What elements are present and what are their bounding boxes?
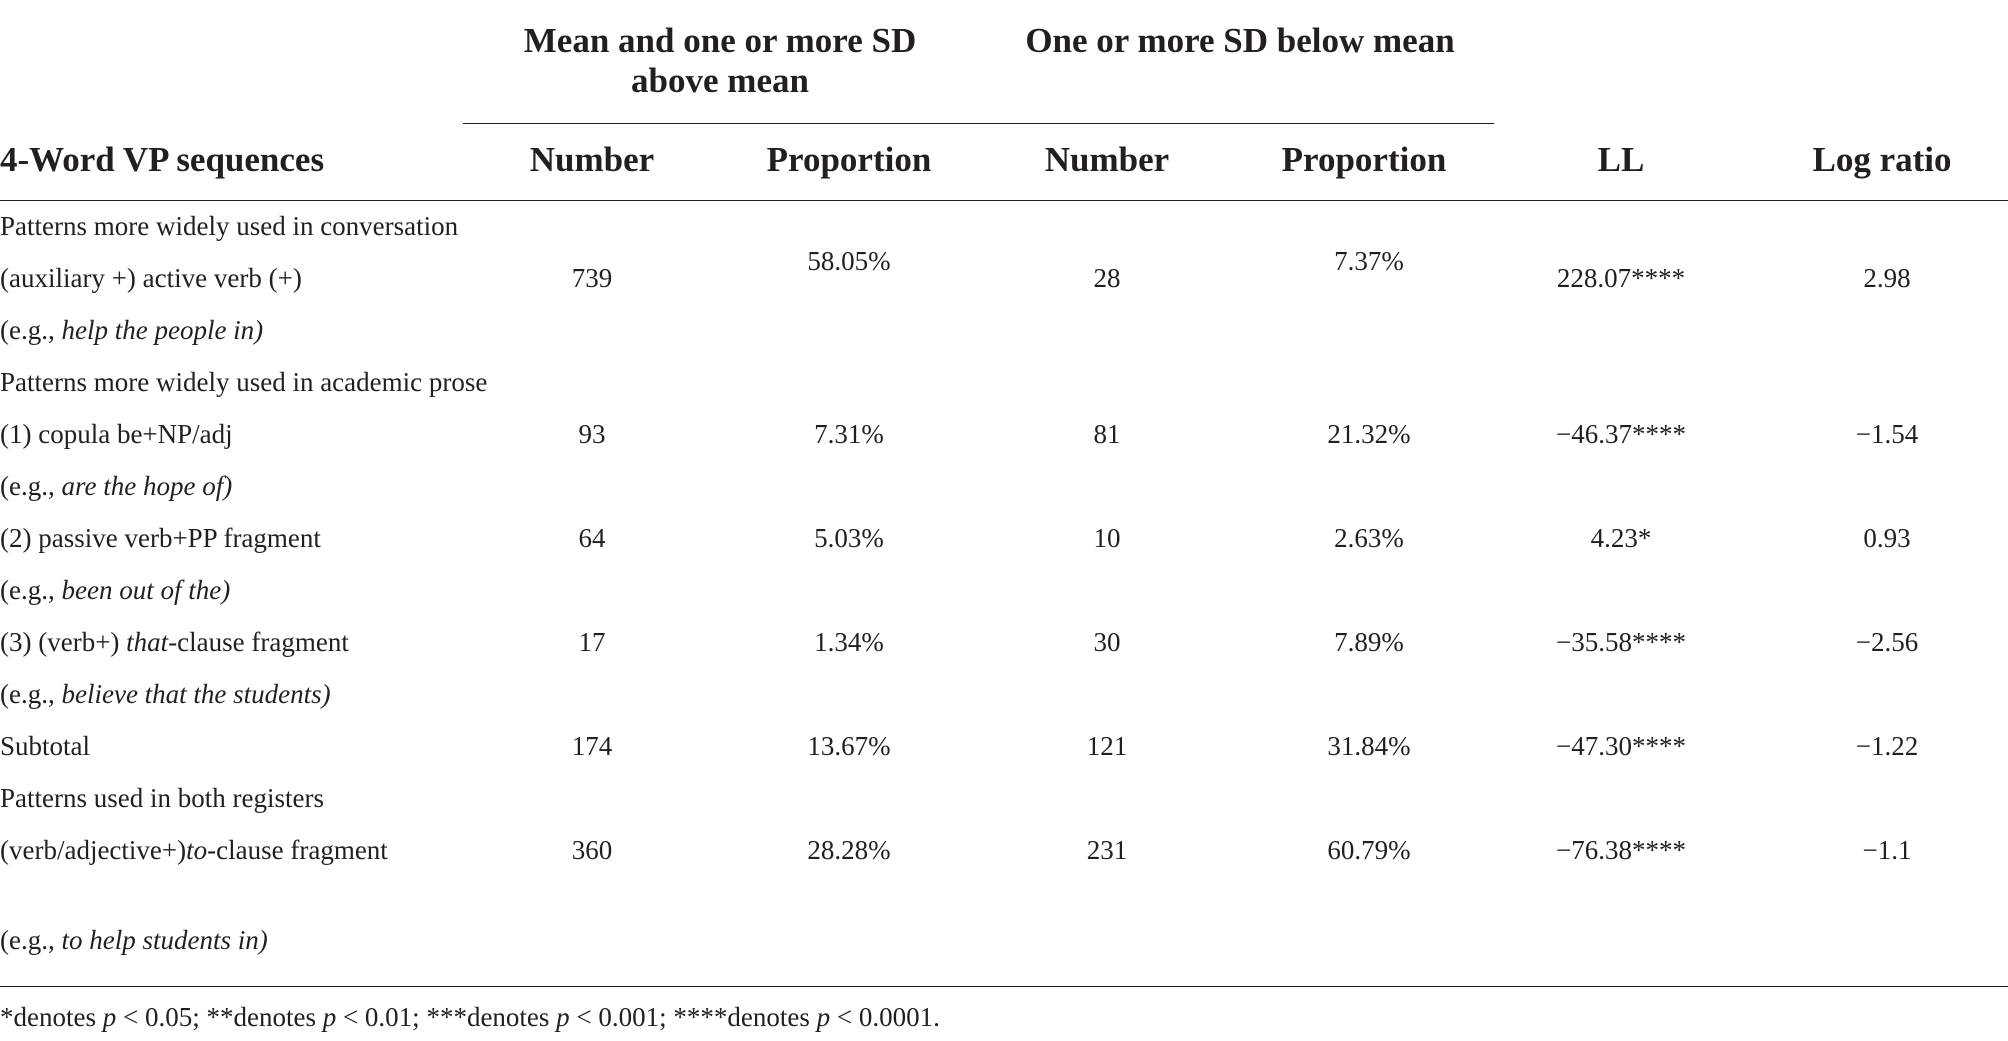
footnote-text: ***denotes	[426, 1002, 557, 1032]
header-rule	[0, 200, 2008, 201]
cell-above-proportion: 28.28%	[807, 835, 891, 865]
cell-below-proportion: 2.63%	[1334, 523, 1404, 553]
cell-below-proportion: 7.37%	[1334, 246, 1404, 276]
cell-ll: 4.23*	[1590, 523, 1652, 553]
footnote-text: *denotes	[0, 1002, 103, 1032]
example-text: believe that the students)	[61, 679, 331, 709]
cell-above-number: 174	[571, 731, 613, 761]
cell-ll: −46.37****	[1556, 419, 1686, 449]
column-header-above-proportion: Proportion	[766, 140, 932, 179]
table-footnote: *denotes p < 0.05; **denotes p < 0.01; *…	[0, 1001, 940, 1033]
table-bottom-rule	[0, 986, 2008, 987]
cell-below-number: 81	[1093, 419, 1121, 449]
row-label: (2) passive verb+PP fragment	[0, 523, 321, 553]
footnote-text: < 0.0001.	[830, 1002, 940, 1032]
group-header-above-mean: Mean and one or more SD above mean	[523, 21, 917, 100]
cell-below-number: 121	[1086, 731, 1128, 761]
example-text: to help students in)	[61, 925, 268, 955]
example-text: help the people in)	[61, 315, 264, 345]
footnote-var: p	[102, 1002, 117, 1032]
cell-below-number: 30	[1093, 627, 1121, 657]
label-suffix: -clause fragment	[207, 835, 388, 865]
column-header-above-number: Number	[529, 140, 655, 179]
cell-above-proportion: 5.03%	[814, 523, 884, 553]
cell-log-ratio: −2.56	[1855, 627, 1919, 657]
label-suffix: -clause fragment	[168, 627, 349, 657]
row-label: (1) copula be+NP/adj	[0, 419, 233, 449]
cell-above-proportion: 58.05%	[807, 246, 891, 276]
row-example: (e.g., been out of the)	[0, 574, 230, 606]
example-prefix: (e.g.,	[0, 575, 62, 605]
footnote-text: < 0.01;	[336, 1002, 427, 1032]
cell-above-number: 739	[571, 263, 613, 293]
column-header-below-number: Number	[1044, 140, 1170, 179]
cell-log-ratio: −1.54	[1855, 419, 1919, 449]
label-prefix: (3) (verb+)	[0, 627, 127, 657]
footnote-text: < 0.001;	[569, 1002, 674, 1032]
footnote-var: p	[556, 1002, 570, 1032]
row-label-subtotal: Subtotal	[0, 731, 91, 761]
cell-above-proportion: 1.34%	[814, 627, 884, 657]
cell-above-number: 17	[578, 627, 606, 657]
cell-below-proportion: 21.32%	[1327, 419, 1411, 449]
cell-below-proportion: 7.89%	[1334, 627, 1404, 657]
footnote-var: p	[322, 1002, 337, 1032]
example-prefix: (e.g.,	[0, 679, 62, 709]
section-label-academic: Patterns more widely used in academic pr…	[0, 367, 488, 397]
row-example: (e.g., help the people in)	[0, 314, 263, 346]
footnote-var: p	[816, 1002, 831, 1032]
cell-log-ratio: −1.22	[1855, 731, 1919, 761]
example-text: are the hope of)	[61, 471, 233, 501]
footnote-text: < 0.05;	[116, 1002, 207, 1032]
column-header-below-proportion: Proportion	[1281, 140, 1447, 179]
footnote-text: **denotes	[206, 1002, 323, 1032]
cell-below-number: 28	[1093, 263, 1121, 293]
label-italic: to	[186, 835, 208, 865]
cell-log-ratio: 0.93	[1863, 523, 1911, 553]
section-label-both: Patterns used in both registers	[0, 783, 324, 813]
cell-ll: 228.07****	[1556, 263, 1686, 293]
cell-above-proportion: 13.67%	[807, 731, 891, 761]
group-header-below-mean: One or more SD below mean	[1025, 21, 1455, 60]
example-prefix: (e.g.,	[0, 315, 62, 345]
column-header-label: 4-Word VP sequences	[0, 140, 325, 179]
cell-log-ratio: 2.98	[1863, 263, 1911, 293]
example-text: been out of the)	[61, 575, 231, 605]
cell-below-proportion: 31.84%	[1327, 731, 1411, 761]
cell-ll: −47.30****	[1556, 731, 1686, 761]
label-italic: that	[126, 627, 169, 657]
cell-ll: −76.38****	[1556, 835, 1686, 865]
example-prefix: (e.g.,	[0, 925, 62, 955]
cell-ll: −35.58****	[1556, 627, 1686, 657]
row-label: (auxiliary +) active verb (+)	[0, 263, 302, 293]
cell-above-proportion: 7.31%	[814, 419, 884, 449]
row-example: (e.g., to help students in)	[0, 924, 268, 956]
cell-log-ratio: −1.1	[1862, 835, 1912, 865]
row-example: (e.g., believe that the students)	[0, 678, 331, 710]
cell-below-number: 231	[1086, 835, 1128, 865]
group-header-rule	[463, 123, 1494, 124]
cell-below-proportion: 60.79%	[1327, 835, 1411, 865]
section-label-conversation: Patterns more widely used in conversatio…	[0, 211, 459, 241]
footnote-text: ****denotes	[673, 1002, 817, 1032]
cell-below-number: 10	[1093, 523, 1121, 553]
column-header-log-ratio: Log ratio	[1812, 140, 1952, 179]
label-prefix: (verb/adjective+)	[0, 835, 187, 865]
row-label: (verb/adjective+)to-clause fragment	[0, 834, 388, 866]
row-label: (3) (verb+) that-clause fragment	[0, 626, 349, 658]
example-prefix: (e.g.,	[0, 471, 62, 501]
row-example: (e.g., are the hope of)	[0, 470, 232, 502]
cell-above-number: 360	[571, 835, 613, 865]
cell-above-number: 64	[578, 523, 606, 553]
cell-above-number: 93	[578, 419, 606, 449]
column-header-ll: LL	[1597, 140, 1645, 179]
